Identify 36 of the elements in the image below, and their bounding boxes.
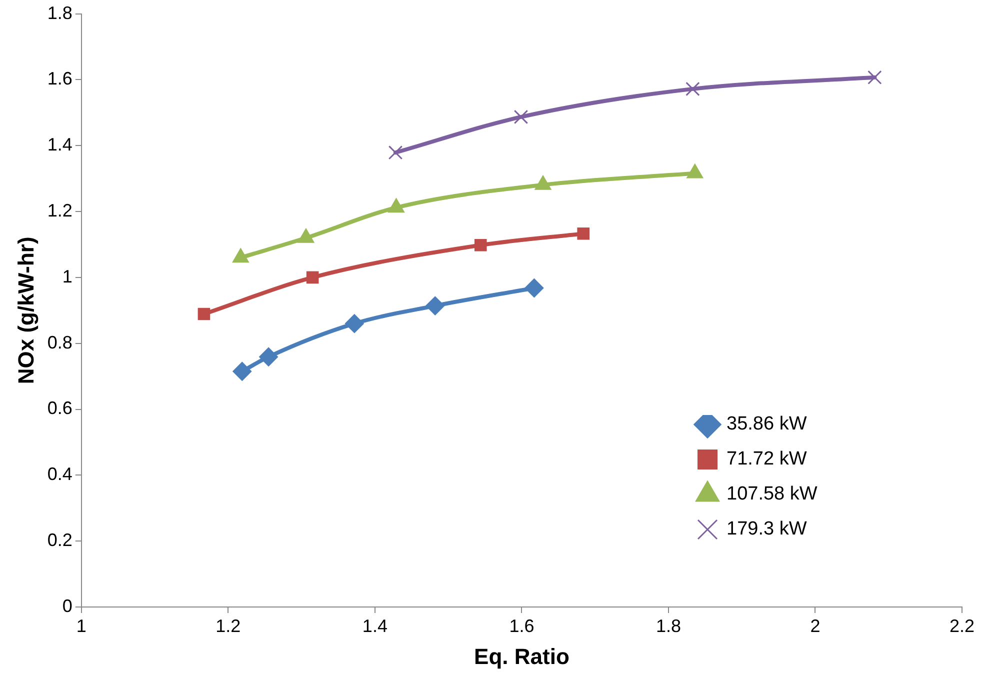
point [474, 238, 487, 252]
legend-label: 179.3 kW [726, 518, 807, 540]
legend-label: 35.86 kW [726, 414, 807, 435]
point [232, 362, 252, 381]
y-tick-label: 1 [62, 266, 72, 286]
point [514, 110, 528, 124]
point [868, 70, 882, 85]
point [524, 278, 544, 298]
y-tick-label: 0 [62, 596, 72, 616]
point [306, 271, 319, 284]
y-tick-label: 0.2 [47, 530, 72, 550]
point [686, 82, 700, 96]
point [259, 347, 278, 366]
y-tick-label: 0.8 [47, 332, 72, 352]
x-tick-label: 1.4 [362, 616, 388, 636]
y-tick-label: 1.8 [47, 2, 72, 23]
y-axis-title: NOx (g/kW-hr) [13, 236, 38, 384]
point [577, 227, 590, 240]
x-tick-label: 2 [810, 616, 820, 636]
y-tick-label: 1.2 [47, 200, 72, 220]
legend-label: 71.72 kW [726, 448, 807, 470]
y-tick-label: 0.4 [47, 464, 72, 484]
x-tick-label: 1.2 [216, 616, 241, 636]
y-tick-label: 0.6 [47, 398, 72, 418]
x-tick-label: 1.8 [656, 616, 681, 636]
y-tick-label: 1.4 [47, 134, 72, 155]
point [198, 308, 210, 320]
point [388, 145, 403, 160]
x-tick-label: 2.2 [949, 616, 975, 636]
x-axis-title: Eq. Ratio [474, 644, 570, 669]
point [426, 296, 445, 316]
x-tick-label: 1 [76, 616, 86, 636]
x-tick-label: 1.6 [509, 616, 534, 636]
legend-label: 107.58 kW [726, 484, 818, 505]
y-tick-label: 1.6 [47, 68, 72, 89]
point [344, 314, 364, 334]
